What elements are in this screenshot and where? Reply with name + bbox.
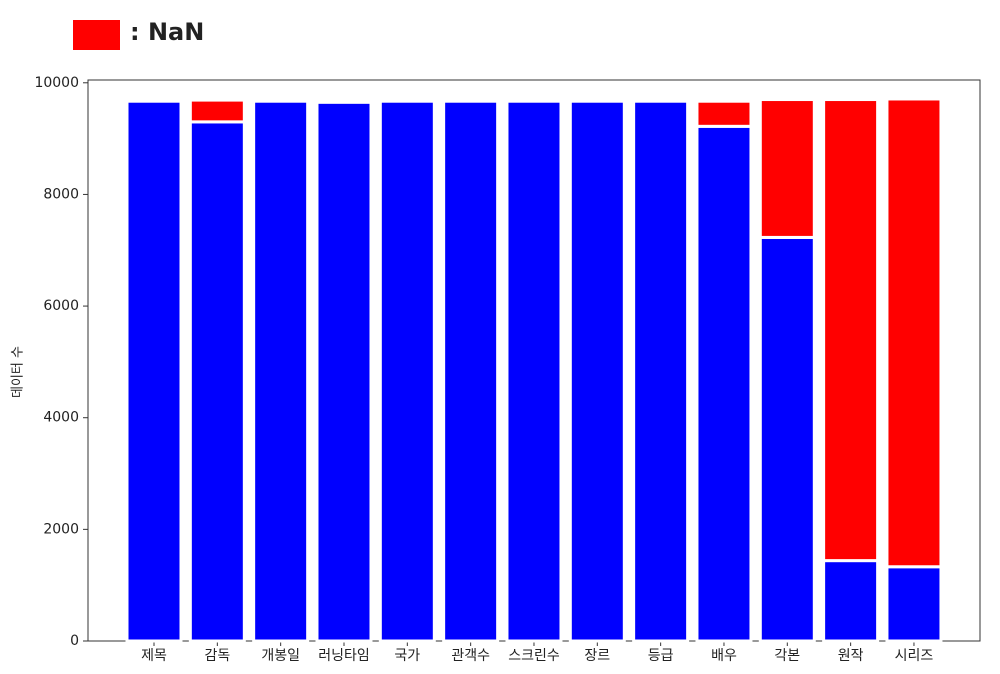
- bar-segment: [505, 99, 563, 643]
- x-tick-label: 제목: [141, 648, 167, 664]
- x-tick-label: 러닝타임: [318, 648, 370, 664]
- y-axis-label: 데이터 수: [11, 346, 26, 398]
- bar-segment: [125, 99, 183, 643]
- bar-segment: [695, 124, 753, 643]
- y-tick-label: 2000: [43, 521, 79, 537]
- x-tick-label: 배우: [711, 648, 737, 664]
- y-tick-label: 10000: [34, 75, 79, 91]
- bar-segment: [568, 99, 626, 643]
- y-tick-label: 4000: [43, 410, 79, 426]
- bar-segment: [378, 99, 436, 643]
- bar-segment: [758, 235, 816, 643]
- bar-segment: [252, 99, 310, 643]
- x-tick-label: 감독: [204, 648, 230, 664]
- bar-segment: [632, 99, 690, 643]
- x-tick-label: 장르: [584, 648, 610, 664]
- legend-swatch: [73, 20, 120, 50]
- x-tick-label: 스크린수: [508, 648, 560, 664]
- y-tick-label: 0: [70, 633, 79, 649]
- x-tick-label: 등급: [648, 648, 674, 664]
- y-tick-label: 8000: [43, 186, 79, 202]
- x-tick-label: 시리즈: [895, 648, 934, 664]
- x-tick-label: 원작: [838, 648, 864, 664]
- bar-segment: [758, 98, 816, 239]
- bar-segment: [885, 565, 943, 643]
- bar-segment: [188, 98, 246, 124]
- bar-segment: [442, 99, 500, 643]
- bar-segment: [822, 559, 880, 643]
- x-tick-label: 관객수: [451, 648, 490, 664]
- bar-segment: [885, 97, 943, 569]
- x-tick-label: 개봉일: [261, 648, 300, 664]
- bar-segment: [188, 120, 246, 643]
- y-tick-label: 6000: [43, 298, 79, 314]
- legend-label: : NaN: [130, 18, 204, 46]
- bar-segment: [315, 100, 373, 643]
- x-tick-label: 각본: [774, 648, 800, 664]
- bar-segment: [822, 98, 880, 563]
- bar-segment: [695, 99, 753, 128]
- x-tick-label: 국가: [394, 648, 420, 664]
